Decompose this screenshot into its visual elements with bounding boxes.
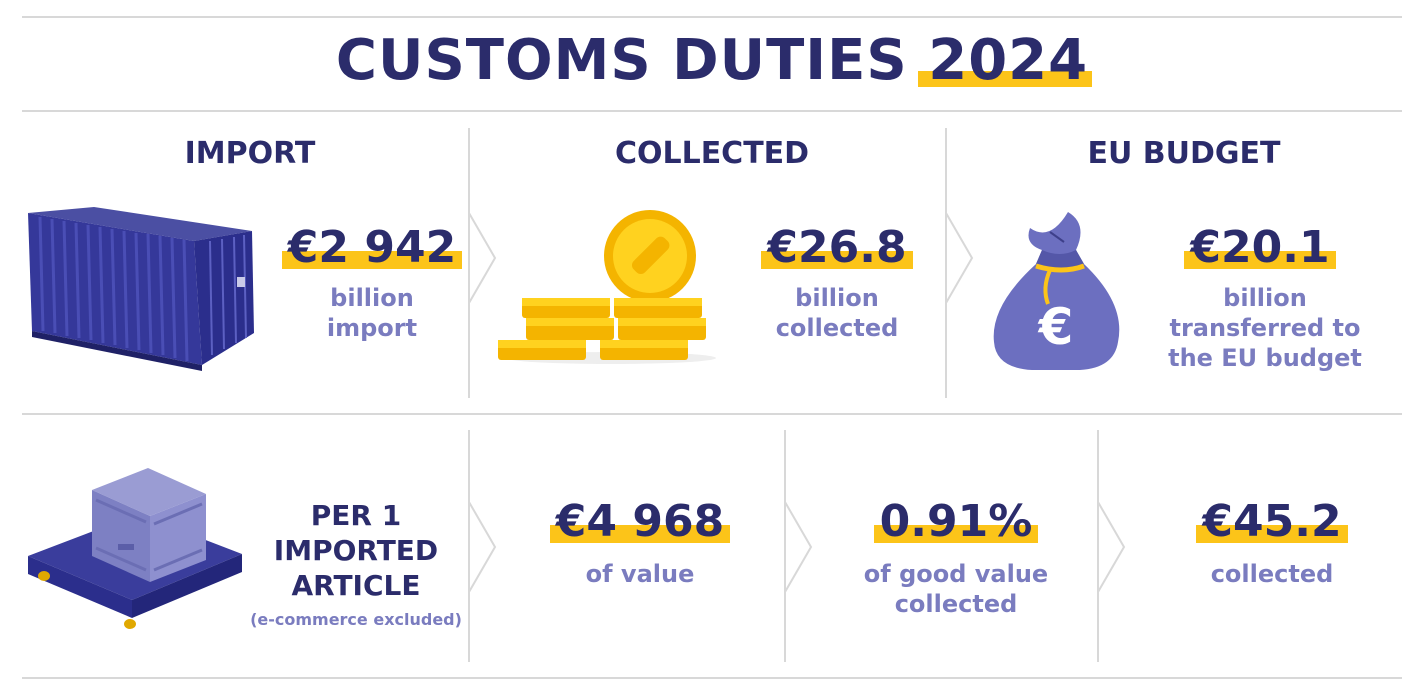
divider-bottom-2 xyxy=(784,430,786,662)
import-caption-line1: billion xyxy=(330,284,414,312)
title-rule xyxy=(22,110,1402,112)
divider-top-1 xyxy=(468,128,470,398)
per-article-line1: PER 1 xyxy=(310,499,402,532)
divider-bottom-3 xyxy=(1097,430,1099,662)
title-year: 2024 xyxy=(918,28,1092,93)
per-article-label: PER 1 IMPORTED ARTICLE xyxy=(236,498,476,603)
eu-budget-caption-line1: billion xyxy=(1223,284,1307,312)
bottom-rule xyxy=(22,677,1402,679)
eu-budget-caption-line3: the EU budget xyxy=(1168,344,1362,372)
article-value: €4 968 xyxy=(549,496,731,547)
import-value: €2 942 xyxy=(281,222,463,273)
middle-rule xyxy=(22,413,1402,415)
collected-value: €26.8 xyxy=(761,222,913,273)
per-article-collected-caption-line1: collected xyxy=(1210,560,1334,588)
euro-money-bag-icon: € xyxy=(993,212,1120,370)
eu-budget-heading: EU BUDGET xyxy=(1087,136,1281,171)
page-title: CUSTOMS DUTIES 2024 xyxy=(0,28,1424,93)
svg-text:€: € xyxy=(1038,298,1074,356)
chevron-right-icon xyxy=(945,213,974,303)
eu-budget-caption: billion transferred to the EU budget xyxy=(1150,283,1380,373)
title-main: CUSTOMS DUTIES xyxy=(335,28,908,93)
divider-top-2 xyxy=(945,128,947,398)
import-heading: IMPORT xyxy=(184,136,316,171)
import-caption: billion import xyxy=(272,283,472,343)
chevron-right-icon xyxy=(784,502,813,592)
collected-caption-line2: collected xyxy=(775,314,899,342)
shipping-container-icon xyxy=(28,207,254,371)
top-rule xyxy=(22,16,1402,18)
rate-caption-line1: of good value xyxy=(863,560,1049,588)
rate-caption: of good value collected xyxy=(836,559,1076,619)
eu-budget-caption-line2: transferred to xyxy=(1169,314,1361,342)
e-commerce-note: (e-commerce excluded) xyxy=(250,610,462,629)
import-caption-line2: import xyxy=(326,314,418,342)
eu-budget-value: €20.1 xyxy=(1184,222,1336,273)
crate-on-pallet-icon xyxy=(28,468,242,629)
chevron-right-icon xyxy=(1097,502,1126,592)
article-value-caption-line1: of value xyxy=(585,560,695,588)
gold-coins-icon xyxy=(498,210,716,364)
rate-value: 0.91% xyxy=(873,496,1038,547)
per-article-line2: IMPORTED xyxy=(273,534,439,567)
collected-caption: billion collected xyxy=(742,283,932,343)
per-article-collected-value: €45.2 xyxy=(1196,496,1348,547)
rate-caption-line2: collected xyxy=(894,590,1018,618)
per-article-collected-caption: collected xyxy=(1162,559,1382,589)
article-value-caption: of value xyxy=(530,559,750,589)
chevron-right-icon xyxy=(468,213,497,303)
collected-caption-line1: billion xyxy=(795,284,879,312)
chevron-right-icon xyxy=(468,502,497,592)
collected-heading: COLLECTED xyxy=(614,136,810,171)
per-article-line3: ARTICLE xyxy=(291,569,421,602)
divider-bottom-1 xyxy=(468,430,470,662)
